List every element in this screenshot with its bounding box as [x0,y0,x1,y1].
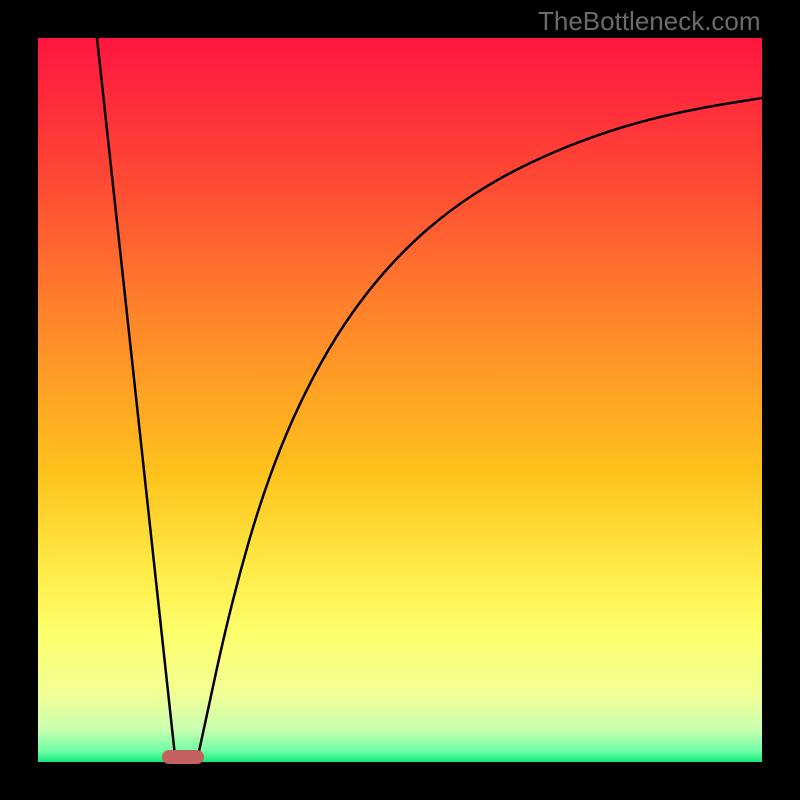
curve-layer [0,0,800,800]
watermark-text: TheBottleneck.com [538,6,761,37]
minimum-marker [162,750,204,764]
chart-container: TheBottleneck.com [0,0,800,800]
